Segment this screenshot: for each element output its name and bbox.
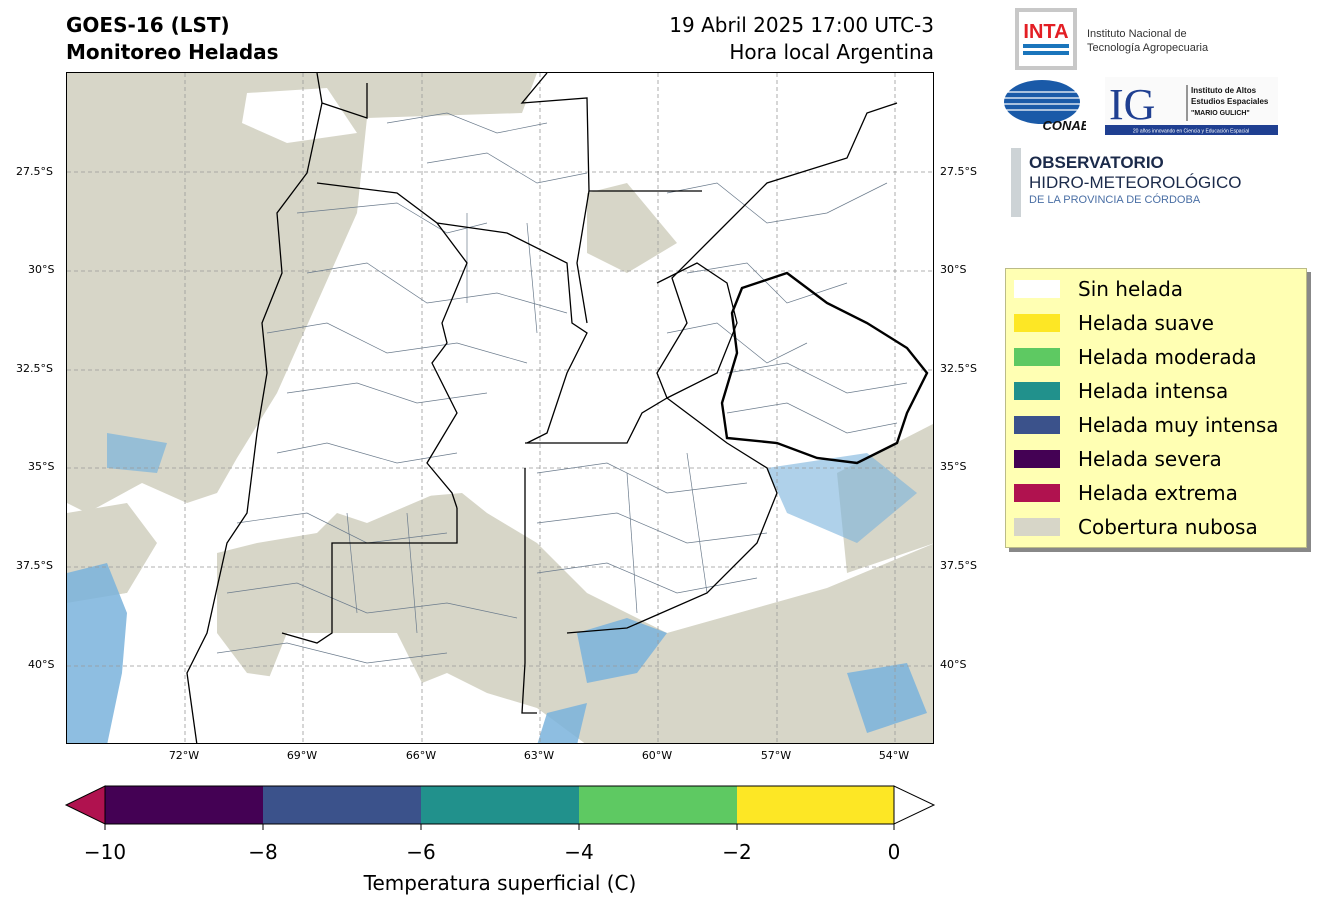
ig-tagline: 20 años innovando en Ciencia y Educación… <box>1133 129 1249 135</box>
legend-swatch <box>1014 280 1060 298</box>
clear-patch-north <box>242 88 357 143</box>
legend-item: Helada severa <box>1014 445 1222 473</box>
cold-pixels-lagoon <box>107 433 167 473</box>
ig-logo-mark: IG <box>1109 80 1155 129</box>
colorbar-tick-label: −6 <box>406 840 436 864</box>
ig-logo: IG Instituto de Altos Estudios Espaciale… <box>1105 77 1278 135</box>
lon-label-2: 69°W <box>286 749 318 762</box>
legend-swatch <box>1014 484 1060 502</box>
inta-name-line-1: Instituto Nacional de <box>1087 28 1187 40</box>
colorbar-tick-label: −2 <box>722 840 752 864</box>
lat-label-left-5: 37.5°S <box>16 559 53 572</box>
colorbar <box>64 785 936 830</box>
lat-label-right-4: 35°S <box>940 460 967 473</box>
colorbar-over-arrow <box>893 785 936 825</box>
lon-label-3: 66°W <box>405 749 437 762</box>
inta-logo-text: INTA <box>1023 21 1068 43</box>
ig-name-line-1: Instituto de Altos <box>1191 86 1257 95</box>
colorbar-segment <box>737 786 894 824</box>
map-datetime: 19 Abril 2025 17:00 UTC-3 Hora local Arg… <box>669 12 934 66</box>
legend-label: Helada severa <box>1078 447 1222 471</box>
legend-label: Sin helada <box>1078 277 1184 301</box>
legend-label: Cobertura nubosa <box>1078 515 1258 539</box>
observatorio-line-2: HIDRO-METEOROLÓGICO <box>1029 173 1242 192</box>
observatorio-line-1: OBSERVATORIO <box>1029 153 1164 172</box>
lat-label-right-1: 27.5°S <box>940 165 977 178</box>
legend-item: Sin helada <box>1014 275 1183 303</box>
lon-label-4: 63°W <box>523 749 555 762</box>
lon-label-6: 57°W <box>760 749 792 762</box>
colorbar-tick-label: −4 <box>564 840 594 864</box>
lat-label-right-6: 40°S <box>940 658 967 671</box>
colorbar-tick-label: −8 <box>248 840 278 864</box>
legend-label: Helada intensa <box>1078 379 1229 403</box>
lon-label-5: 60°W <box>641 749 673 762</box>
lat-label-left-4: 35°S <box>28 460 55 473</box>
province-borders <box>186 73 898 743</box>
legend-item: Helada suave <box>1014 309 1214 337</box>
cold-pixels-ocean-1 <box>577 618 667 683</box>
map-canvas <box>67 73 933 743</box>
legend-swatch <box>1014 314 1060 332</box>
colorbar-tick-label: 0 <box>887 840 901 864</box>
cold-pixels-ocean-2 <box>767 453 917 543</box>
inta-name: Instituto Nacional de Tecnología Agropec… <box>1087 27 1208 55</box>
date-line: 19 Abril 2025 17:00 UTC-3 <box>669 13 934 37</box>
inta-logo: INTA <box>1015 8 1077 70</box>
legend-swatch <box>1014 518 1060 536</box>
frost-map <box>66 72 934 744</box>
legend-item: Helada moderada <box>1014 343 1257 371</box>
colorbar-segment <box>263 786 421 824</box>
conae-logo-text: CONAE <box>1043 118 1086 132</box>
legend-label: Helada muy intensa <box>1078 413 1279 437</box>
uruguay-border <box>720 271 929 465</box>
district-lines <box>216 112 908 664</box>
map-title: GOES-16 (LST) Monitoreo Heladas <box>66 12 279 66</box>
cold-pixels-ocean-3 <box>847 663 927 733</box>
legend-label: Helada suave <box>1078 311 1214 335</box>
clear-patch-south <box>267 633 427 713</box>
inta-name-line-2: Tecnología Agropecuaria <box>1087 42 1209 54</box>
legend-item: Helada muy intensa <box>1014 411 1279 439</box>
lat-label-right-2: 30°S <box>940 263 967 276</box>
colorbar-tick-label: −10 <box>83 840 127 864</box>
lat-label-left-6: 40°S <box>28 658 55 671</box>
observatorio-line-3: DE LA PROVINCIA DE CÓRDOBA <box>1029 194 1201 206</box>
legend-swatch <box>1014 450 1060 468</box>
legend-label: Helada moderada <box>1078 345 1257 369</box>
title-line-2: Monitoreo Heladas <box>66 40 279 64</box>
legend-swatch <box>1014 416 1060 434</box>
colorbar-segment <box>421 786 579 824</box>
observatorio-bar <box>1011 148 1021 217</box>
colorbar-under-arrow <box>64 785 106 825</box>
observatorio-logo: OBSERVATORIO HIDRO-METEOROLÓGICO DE LA P… <box>1029 153 1242 207</box>
legend: Sin helada Helada suave Helada moderada … <box>1005 268 1307 548</box>
legend-label: Helada extrema <box>1078 481 1238 505</box>
lon-label-7: 54°W <box>878 749 910 762</box>
lat-label-left-3: 32.5°S <box>16 362 53 375</box>
lat-label-right-3: 32.5°S <box>940 362 977 375</box>
lon-label-1: 72°W <box>168 749 200 762</box>
ig-name-line-2: Estudios Espaciales <box>1191 97 1269 106</box>
lat-label-left-2: 30°S <box>28 263 55 276</box>
legend-item: Helada intensa <box>1014 377 1228 405</box>
legend-item: Helada extrema <box>1014 479 1238 507</box>
ig-name-line-3: "MARIO GULICH" <box>1191 110 1250 117</box>
cold-pixels-west <box>67 563 127 743</box>
legend-swatch <box>1014 348 1060 366</box>
lat-label-right-5: 37.5°S <box>940 559 977 572</box>
legend-item: Cobertura nubosa <box>1014 513 1258 541</box>
colorbar-segment <box>579 786 737 824</box>
colorbar-segment <box>105 786 263 824</box>
legend-swatch <box>1014 382 1060 400</box>
graticule <box>67 73 933 743</box>
title-line-1: GOES-16 (LST) <box>66 13 230 37</box>
local-time-line: Hora local Argentina <box>729 40 934 64</box>
colorbar-title: Temperatura superficial (C) <box>363 871 637 895</box>
cold-pixels-ocean-4 <box>537 703 587 743</box>
cloud-patch-1 <box>587 183 677 273</box>
conae-logo: CONAE <box>1004 78 1090 133</box>
lat-label-left-1: 27.5°S <box>16 165 53 178</box>
cloud-cover-west <box>67 73 537 513</box>
